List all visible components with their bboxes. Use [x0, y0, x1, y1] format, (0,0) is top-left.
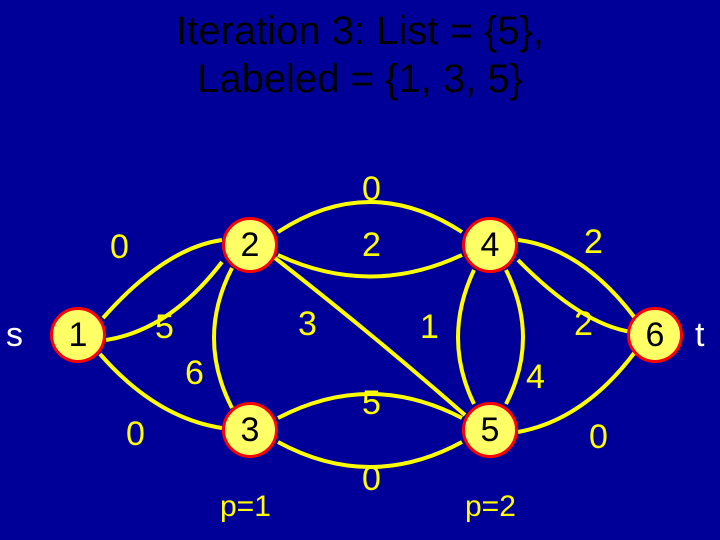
edge-e45b [506, 270, 523, 404]
potential-p1: p=1 [220, 490, 271, 524]
title-line-1: Iteration 3: List = {5}, [0, 8, 720, 54]
edge-weight-e13: 0 [126, 415, 145, 454]
title-line-2: Labeled = {1, 3, 5} [0, 56, 720, 102]
node-n2: 2 [222, 217, 278, 273]
node-label-n1: 1 [69, 318, 88, 352]
edge-weight-e45a: 1 [420, 308, 439, 347]
sink-label: t [695, 316, 704, 355]
node-label-n4: 4 [481, 228, 500, 262]
edge-weight-e12b: 5 [155, 308, 174, 347]
edge-weight-e25: 3 [298, 305, 317, 344]
edge-e45a [458, 270, 474, 404]
edge-weight-e35b: 0 [362, 460, 381, 499]
node-label-n3: 3 [241, 413, 260, 447]
edge-weight-e35a: 5 [362, 384, 381, 423]
node-label-n6: 6 [646, 318, 665, 352]
edge-e23 [214, 268, 232, 408]
edge-weight-e12a: 0 [110, 228, 129, 267]
node-n4: 4 [462, 217, 518, 273]
node-n3: 3 [222, 402, 278, 458]
node-label-n5: 5 [481, 413, 500, 447]
edge-weight-e46b: 2 [574, 305, 593, 344]
edge-weight-e24a: 0 [362, 170, 381, 209]
node-n5: 5 [462, 402, 518, 458]
edge-weight-e45b: 4 [526, 358, 545, 397]
edge-weight-e46a: 2 [584, 223, 603, 262]
edge-weight-e23: 6 [185, 354, 204, 393]
source-label: s [6, 316, 23, 355]
edge-weight-e24b: 2 [362, 226, 381, 265]
potential-p2: p=2 [465, 490, 516, 524]
edge-weight-e56: 0 [589, 418, 608, 457]
node-n1: 1 [50, 307, 106, 363]
node-n6: 6 [627, 307, 683, 363]
node-label-n2: 2 [241, 228, 260, 262]
